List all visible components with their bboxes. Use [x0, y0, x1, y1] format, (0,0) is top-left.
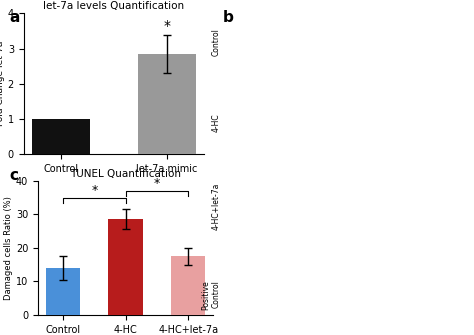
Text: a: a	[9, 10, 20, 25]
Text: 4-HC: 4-HC	[211, 113, 220, 132]
Text: *: *	[91, 184, 98, 197]
Text: Positive
Control: Positive Control	[201, 280, 220, 310]
Bar	[171, 256, 205, 315]
Y-axis label: Damaged cells Ratio (%): Damaged cells Ratio (%)	[4, 196, 13, 300]
Text: TUNEL: TUNEL	[332, 8, 365, 17]
Title: let-7a levels Quantification: let-7a levels Quantification	[43, 1, 184, 11]
Text: c: c	[9, 168, 18, 183]
Text: Control: Control	[211, 28, 220, 56]
Text: *: *	[154, 177, 160, 190]
Text: *: *	[163, 19, 170, 33]
Bar	[46, 268, 80, 315]
Y-axis label: Fold Change let-7a: Fold Change let-7a	[0, 41, 5, 126]
Bar	[137, 54, 196, 154]
Bar	[32, 119, 90, 154]
Text: 4-HC+let-7a: 4-HC+let-7a	[211, 182, 220, 230]
Bar	[109, 219, 143, 315]
Title: TUNEL Quantification: TUNEL Quantification	[70, 169, 181, 179]
Text: Hoechst: Hoechst	[240, 8, 281, 17]
Text: MERGED: MERGED	[407, 8, 450, 17]
Text: b: b	[223, 10, 234, 25]
